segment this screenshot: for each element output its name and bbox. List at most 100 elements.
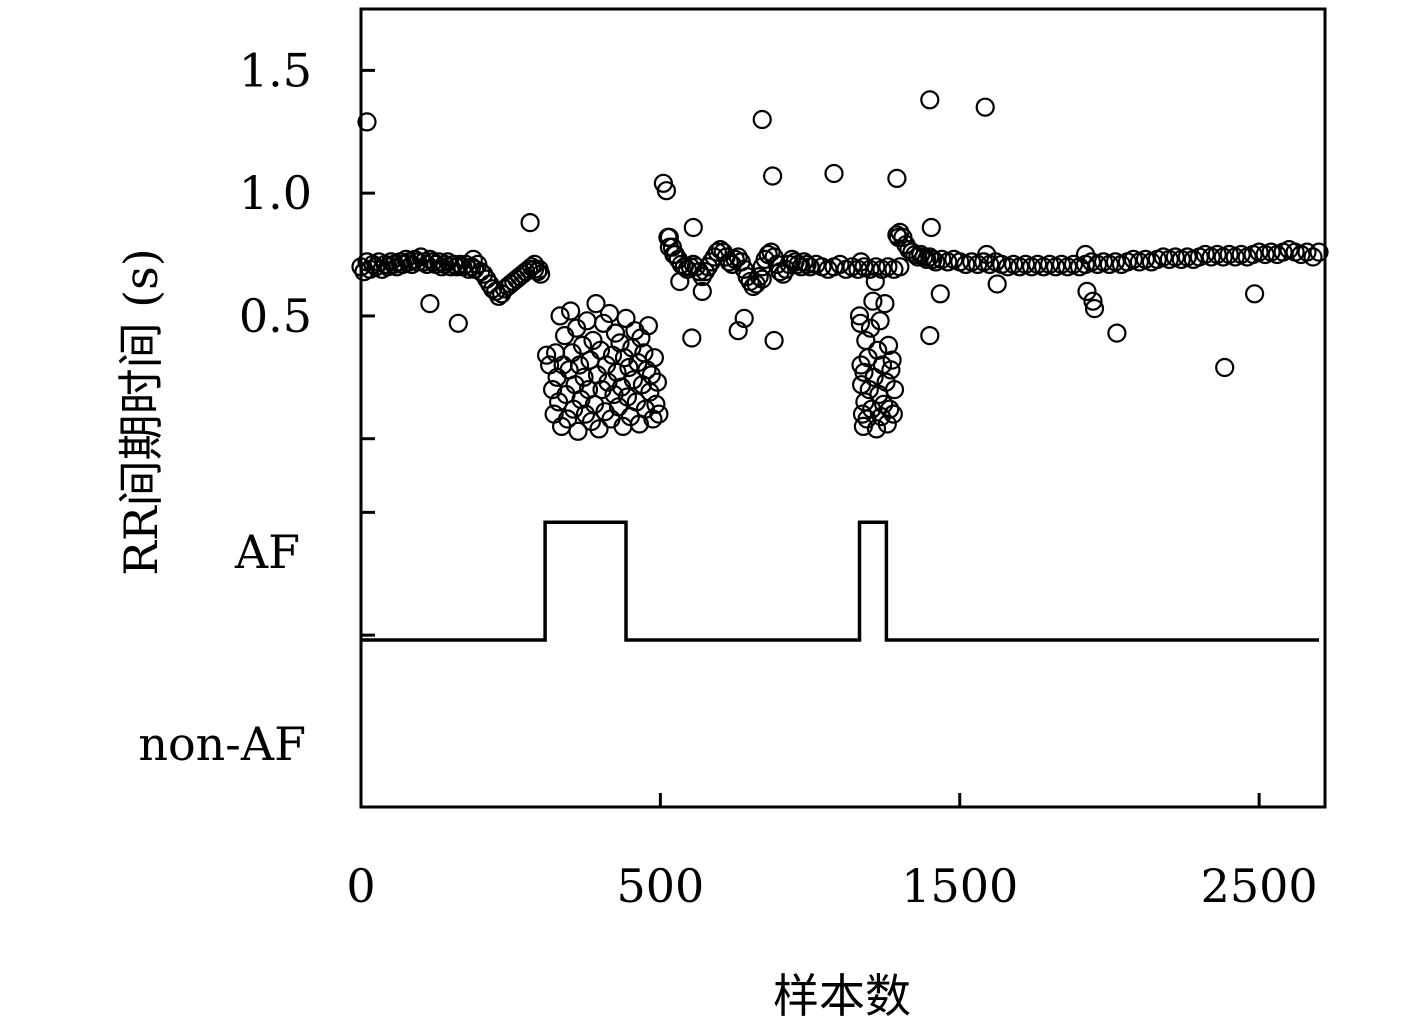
y-tick-label: 0.5	[239, 289, 312, 343]
x-axis-ticks: 0 500 1500 2500	[346, 793, 1318, 913]
rr-outlier-point	[764, 330, 784, 351]
rr-outlier-point	[762, 166, 783, 186]
rr-outlier-point	[529, 259, 549, 279]
rr-point	[914, 247, 934, 267]
x-tick-label: 2500	[1201, 859, 1318, 913]
rr-point	[593, 313, 614, 333]
rr-outlier-point	[1075, 244, 1096, 265]
rr-point	[644, 348, 665, 368]
rr-outlier-point	[734, 308, 754, 328]
rr-point	[877, 414, 897, 434]
rr-point	[447, 257, 467, 277]
rr-point	[849, 306, 870, 326]
rr-outlier-point	[1077, 281, 1097, 301]
rr-point	[692, 267, 712, 287]
rr-outlier-point	[463, 249, 483, 269]
rr-outlier-point	[1083, 291, 1103, 311]
rr-point	[616, 308, 636, 328]
rr-point	[646, 394, 666, 414]
rr-point	[878, 335, 899, 355]
rr-point	[599, 303, 620, 324]
rr-outlier-point	[920, 90, 940, 110]
rr-outlier-point	[448, 313, 468, 333]
rr-point	[519, 259, 539, 279]
rr-point	[572, 335, 593, 355]
x-axis-title: 样本数	[773, 969, 911, 1023]
rr-outlier-point	[1244, 284, 1265, 304]
y-tick-label: 1.0	[239, 166, 312, 220]
rr-point	[857, 409, 877, 429]
rr-outlier-point	[1215, 357, 1235, 378]
rr-point	[883, 404, 903, 424]
rr-point	[432, 257, 452, 277]
rr-point	[524, 259, 545, 279]
rr-point	[423, 252, 443, 272]
rr-outlier-point	[921, 217, 941, 238]
rr-point	[656, 181, 677, 201]
rr-outlier-point	[664, 244, 684, 265]
rr-point	[874, 394, 894, 414]
rr-outlier-point	[520, 213, 540, 233]
rr-point	[773, 264, 793, 284]
rr-point	[865, 271, 885, 292]
rr-outlier-point	[824, 163, 844, 184]
rr-point	[870, 311, 890, 331]
rr-point	[1303, 247, 1323, 267]
y-axis-title: RR间期时间 (s)	[114, 248, 168, 575]
rr-point	[649, 404, 669, 424]
rr-outlier-point	[682, 328, 702, 348]
rr-outlier-point	[752, 269, 772, 289]
rr-point	[881, 360, 901, 380]
rr-point	[890, 257, 910, 277]
rr-outlier-point	[689, 262, 709, 282]
rr-outlier-point	[920, 326, 940, 346]
rr-point	[923, 249, 943, 269]
rr-point	[623, 370, 644, 390]
rr-point	[617, 387, 638, 407]
rr-point	[761, 242, 781, 262]
rr-outlier-point	[420, 294, 440, 314]
rr-point	[647, 372, 668, 392]
rr-point	[866, 419, 887, 439]
rr-point	[728, 247, 748, 267]
rr-point	[560, 301, 581, 321]
rr-outlier-point	[851, 252, 871, 272]
rr-outlier-point	[1084, 299, 1105, 319]
rr-point	[536, 345, 557, 365]
rr-point	[920, 247, 940, 267]
rr-outlier-point	[357, 112, 377, 132]
rr-point	[749, 267, 769, 287]
rr-point	[859, 380, 879, 400]
rr-point	[396, 249, 416, 269]
y-tick-label: 1.5	[239, 43, 312, 97]
rr-point	[568, 421, 588, 441]
rr-outlier-point	[683, 217, 703, 238]
rr-outlier-point	[975, 97, 995, 117]
rr-point	[863, 291, 883, 311]
rr-point	[794, 252, 814, 272]
rr-outlier-point	[930, 284, 950, 304]
rr-point	[619, 357, 639, 378]
rr-point	[797, 254, 817, 274]
rr-point	[586, 294, 606, 314]
plot-points	[351, 90, 1329, 441]
rr-outlier-point	[670, 271, 690, 292]
rr-point	[917, 249, 937, 269]
rr-point	[605, 323, 626, 343]
rr-point	[477, 269, 497, 289]
rr-point	[852, 404, 873, 424]
af-state-line	[361, 520, 1319, 642]
rr-outlier-point	[1107, 323, 1127, 343]
rr-point	[908, 247, 928, 267]
plot-frame	[359, 7, 1327, 809]
rr-point	[850, 313, 871, 333]
rr-outlier-point	[692, 281, 712, 301]
rr-point	[905, 244, 925, 265]
rr-point	[569, 355, 590, 375]
rr-outlier-point	[728, 321, 748, 341]
rr-point	[869, 384, 889, 405]
rr-point	[902, 242, 922, 262]
rr-point	[698, 257, 718, 277]
rr-point	[884, 380, 905, 400]
